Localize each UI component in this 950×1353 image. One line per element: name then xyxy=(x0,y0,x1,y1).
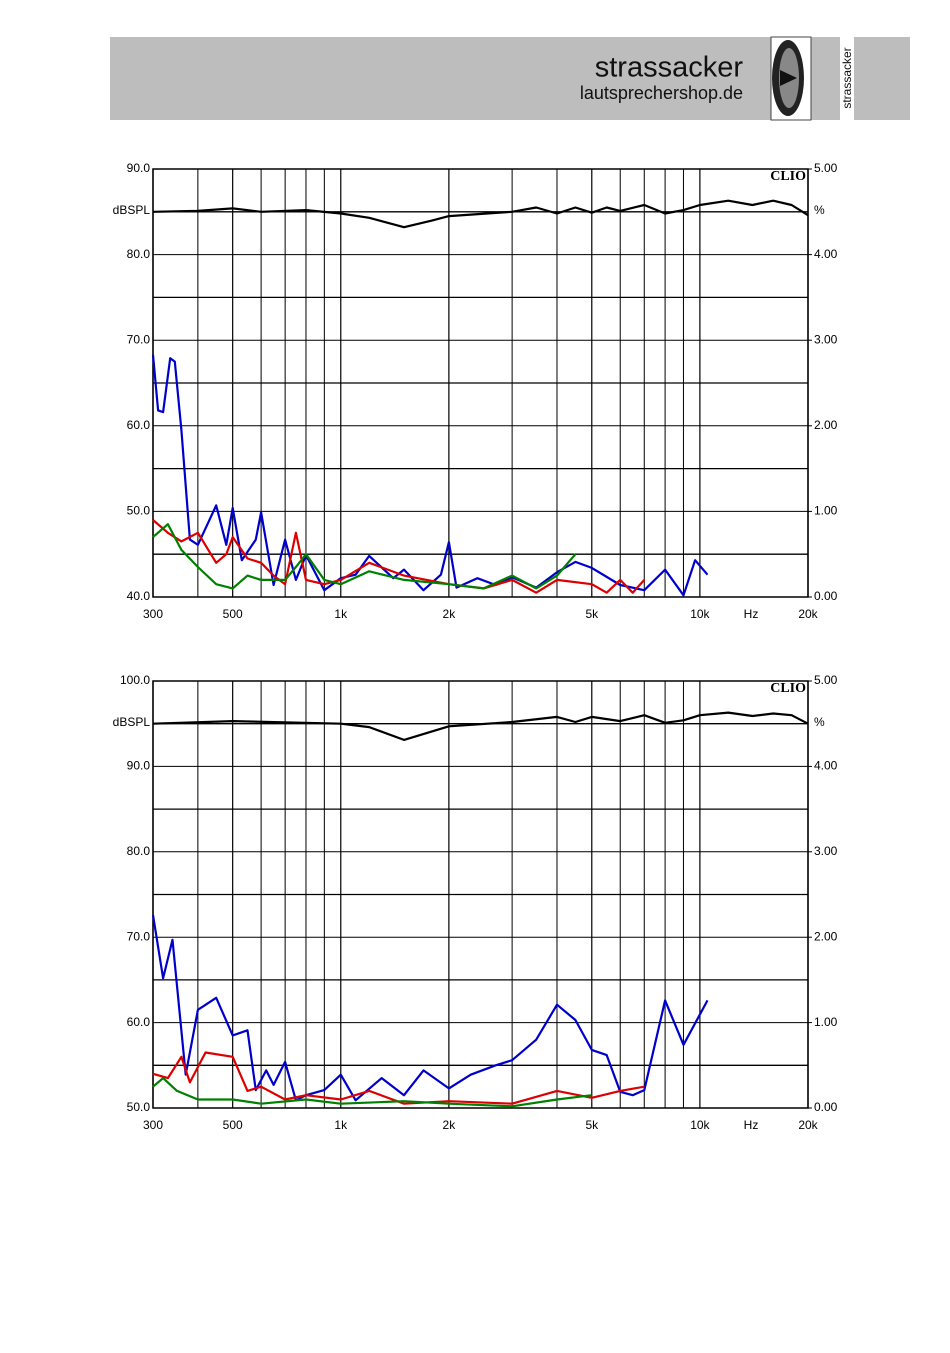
speaker-logo xyxy=(770,36,812,121)
y2-tick-label: 2.00 xyxy=(814,929,838,943)
x-tick-label: 300 xyxy=(143,607,163,621)
y-tick-label: 70.0 xyxy=(127,332,151,346)
chart: 40.0 50.0 60.0 70.0 80.0 90.0 0.00 1.00 2.00 3.00… xyxy=(113,161,838,621)
x-tick-label: 300 xyxy=(143,1118,163,1132)
y-tick-label: 100.0 xyxy=(120,673,150,687)
y-tick-label: 60.0 xyxy=(127,1015,151,1029)
watermark: CLIO xyxy=(770,169,806,184)
x-tick-label: 500 xyxy=(223,1118,243,1132)
x-unit: Hz xyxy=(744,607,759,621)
series-line xyxy=(151,914,709,1102)
watermark: CLIO xyxy=(770,681,806,696)
y-tick-label: 40.0 xyxy=(127,589,151,603)
x-tick-label: 5k xyxy=(585,607,599,621)
x-unit: Hz xyxy=(744,1118,759,1132)
y-tick-label: 90.0 xyxy=(127,759,151,773)
y2-tick-label: 5.00 xyxy=(814,161,838,175)
y2-tick-label: 4.00 xyxy=(814,247,838,261)
brand: strassacker xyxy=(595,52,744,84)
y-axis-label: dBSPL xyxy=(113,715,151,729)
series-line xyxy=(152,1077,592,1108)
y2-tick-label: 1.00 xyxy=(814,504,838,518)
x-tick-label: 5k xyxy=(585,1118,599,1132)
y2-tick-label: 0.00 xyxy=(814,1100,838,1114)
x-tick-label: 1k xyxy=(334,607,348,621)
y-tick-label: 70.0 xyxy=(127,929,151,943)
y-tick-label: 60.0 xyxy=(127,418,151,432)
vertical-band xyxy=(840,37,854,120)
y-tick-label: 80.0 xyxy=(127,247,151,261)
x-tick-label: 10k xyxy=(690,607,710,621)
y2-tick-label: 5.00 xyxy=(814,673,838,687)
site: lautsprechershop.de xyxy=(580,83,743,103)
series-line xyxy=(152,711,809,741)
x-tick-label: 500 xyxy=(223,607,243,621)
y2-axis-label: % xyxy=(814,715,825,729)
series-line xyxy=(152,523,577,590)
series-line xyxy=(152,519,646,594)
series-line xyxy=(152,1051,645,1105)
y-tick-label: 80.0 xyxy=(127,844,151,858)
y-tick-label: 50.0 xyxy=(127,1100,151,1114)
x-tick-label: 10k xyxy=(690,1118,710,1132)
series-line xyxy=(152,199,809,229)
y2-tick-label: 0.00 xyxy=(814,589,838,603)
y2-tick-label: 4.00 xyxy=(814,759,838,773)
y2-axis-label: % xyxy=(814,203,825,217)
plot-frame xyxy=(152,680,809,1109)
x-tick-label: 1k xyxy=(334,1118,348,1132)
chart: 50.0 60.0 70.0 80.0 90.0 100.0 0.00 1.00 2.00 3.0… xyxy=(113,673,838,1132)
series-line xyxy=(151,354,709,597)
y-tick-label: 90.0 xyxy=(127,161,151,175)
y2-tick-label: 2.00 xyxy=(814,418,838,432)
x-tick-label: 20k xyxy=(798,607,818,621)
x-tick-label: 2k xyxy=(443,607,457,621)
y-axis-label: dBSPL xyxy=(113,203,151,217)
x-tick-label: 20k xyxy=(798,1118,818,1132)
y-tick-label: 50.0 xyxy=(127,504,151,518)
vertical-brand: strassacker xyxy=(840,47,854,108)
y2-tick-label: 1.00 xyxy=(814,1015,838,1029)
y2-tick-label: 3.00 xyxy=(814,844,838,858)
y2-tick-label: 3.00 xyxy=(814,332,838,346)
x-tick-label: 2k xyxy=(443,1118,457,1132)
plot-frame xyxy=(152,168,809,598)
